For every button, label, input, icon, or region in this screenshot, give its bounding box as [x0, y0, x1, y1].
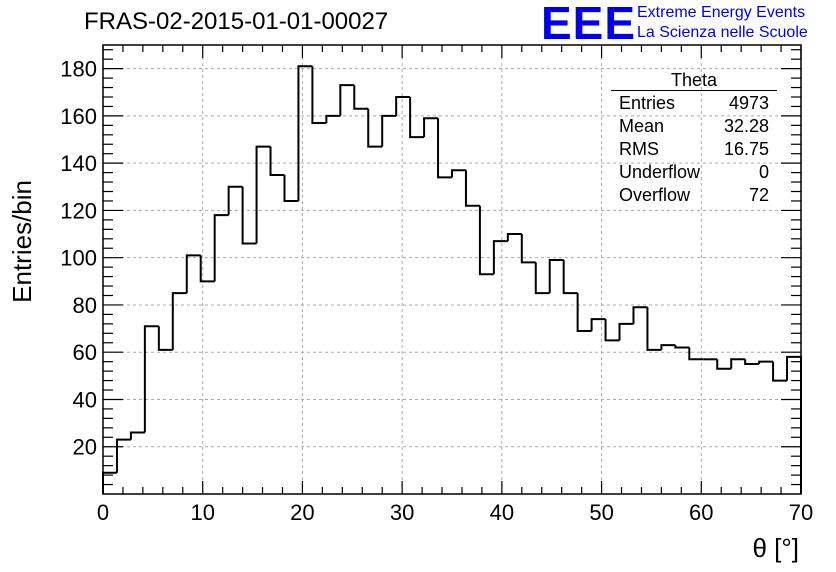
y-tick-label: 40 — [73, 387, 97, 412]
plot-frame — [102, 44, 802, 495]
y-tick-label: 140 — [60, 151, 97, 176]
histogram-bin — [353, 85, 369, 110]
histogram-bin — [478, 205, 494, 276]
y-tick-label: 100 — [60, 246, 97, 271]
histogram-bin — [129, 431, 145, 440]
stats-row-entries: Entries 4973 — [611, 92, 777, 115]
histogram-bin — [604, 319, 620, 342]
histogram-bin — [548, 259, 564, 294]
histogram-bin — [395, 95, 411, 116]
histogram-bin — [618, 322, 634, 341]
y-tick-label: 80 — [73, 293, 97, 318]
histogram-bin — [590, 318, 606, 331]
histogram-bin — [143, 325, 159, 433]
y-tick-label: 180 — [60, 57, 97, 82]
stats-row-mean: Mean 32.28 — [611, 115, 777, 138]
histogram-bin — [157, 326, 173, 351]
histogram-bin — [534, 262, 550, 295]
stats-box: Theta Entries 4973 Mean 32.28 RMS 16.75 … — [611, 70, 777, 207]
histogram-bin — [758, 360, 774, 365]
histogram-bin — [255, 145, 271, 244]
stats-value: 72 — [748, 185, 769, 205]
stats-label: Underflow — [619, 162, 701, 182]
histogram-bin — [492, 240, 508, 275]
histogram-bin — [311, 66, 327, 124]
tick-labels: 0 10 20 30 40 50 60 70 20 40 60 80 100 120 140 160 180 — [60, 57, 813, 525]
histogram-bin — [464, 170, 480, 207]
eee-logo: EEE — [541, 0, 637, 49]
histogram-bin — [409, 96, 425, 139]
stats-label: Mean — [619, 116, 665, 136]
logo-caption-line1: Extreme Energy Events — [637, 4, 806, 21]
histogram-bin — [632, 306, 648, 324]
histogram-bin — [199, 255, 215, 283]
x-tick-label: 40 — [490, 500, 514, 525]
histogram-bin — [185, 254, 201, 294]
stats-row-overflow: Overflow 72 — [611, 184, 777, 207]
x-tick-label: 70 — [789, 500, 813, 525]
x-axis-label: θ [°] — [752, 533, 799, 563]
grid-lines — [103, 45, 801, 494]
histogram-bin — [562, 260, 578, 295]
histogram-bin — [423, 117, 439, 138]
stats-label: Overflow — [619, 185, 691, 205]
logo-caption-line2: La Scienza nelle Scuole — [637, 24, 808, 41]
x-tick-label: 30 — [390, 500, 414, 525]
histogram-bin — [213, 214, 229, 282]
x-tick-label: 10 — [190, 500, 214, 525]
histogram-bin — [716, 359, 732, 370]
x-tick-label: 50 — [589, 500, 613, 525]
histogram-bin — [786, 355, 802, 494]
histogram-bin — [730, 358, 746, 369]
histogram-bin — [381, 114, 397, 147]
histogram-bin — [115, 438, 131, 473]
histogram-bin — [674, 345, 690, 349]
histogram-bin — [646, 307, 662, 351]
logo-caption: Extreme Energy Events La Scienza nelle S… — [637, 3, 808, 43]
stats-value: 4973 — [728, 93, 769, 113]
chart-title: FRAS-02-2015-01-01-00027 — [84, 8, 389, 35]
x-tick-label: 20 — [290, 500, 314, 525]
histogram-bin — [325, 114, 341, 123]
y-axis-label: Entries/bin — [7, 180, 37, 303]
y-tick-label: 60 — [73, 340, 97, 365]
stats-row-rms: RMS 16.75 — [611, 138, 777, 161]
stats-value: 32.28 — [723, 116, 769, 136]
histogram-bin — [367, 108, 383, 148]
histogram-bin — [171, 292, 187, 350]
stats-value: 0 — [758, 162, 769, 182]
histogram-bin — [227, 185, 243, 216]
histogram-bin — [451, 169, 466, 178]
x-tick-label: 0 — [97, 500, 109, 525]
histogram-bin — [660, 344, 676, 350]
stats-value: 16.75 — [723, 139, 769, 159]
y-tick-label: 20 — [73, 435, 97, 460]
histogram-bin — [772, 361, 788, 382]
histogram-bin — [506, 233, 522, 242]
stats-label: Entries — [619, 93, 676, 113]
histogram-bin — [339, 84, 355, 116]
histogram-bin — [576, 293, 592, 332]
stats-label: RMS — [619, 139, 659, 159]
histogram-bin — [520, 234, 536, 264]
x-tick-label: 60 — [689, 500, 713, 525]
stats-row-underflow: Underflow 0 — [611, 161, 777, 184]
y-tick-label: 120 — [60, 198, 97, 223]
histogram-bin — [297, 65, 313, 201]
histogram-bin — [744, 359, 760, 366]
histogram-bin — [437, 118, 452, 179]
histogram-bin — [283, 174, 299, 202]
axis-ticks — [102, 45, 802, 494]
histogram-bin — [241, 186, 257, 245]
histogram-bin — [269, 146, 285, 176]
histogram-bin — [688, 347, 704, 361]
stats-title: Theta — [611, 70, 777, 91]
y-tick-label: 160 — [60, 104, 97, 129]
histogram-bin — [102, 471, 117, 494]
